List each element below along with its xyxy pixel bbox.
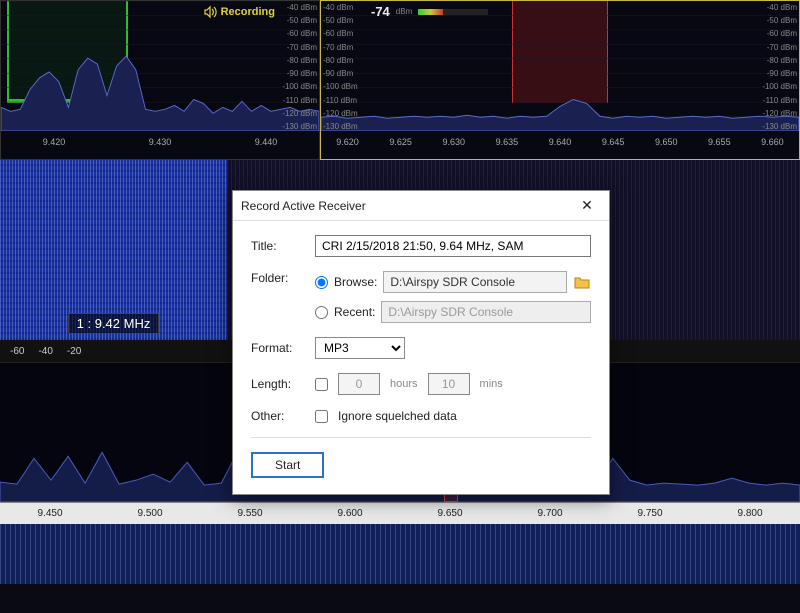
- db-scale-right: -40 dBm-50 dBm-60 dBm-70 dBm-80 dBm-90 d…: [759, 3, 797, 131]
- signal-strength-badge: -74 dBm: [371, 4, 488, 19]
- waterfall-left[interactable]: 1 : 9.42 MHz: [0, 160, 227, 340]
- browse-radio[interactable]: [315, 276, 328, 289]
- dbm-unit: dBm: [396, 7, 412, 16]
- spectrum-panel-left: -40 dBm-50 dBm-60 dBm-70 dBm-80 dBm-90 d…: [0, 0, 320, 160]
- divider: [251, 437, 591, 438]
- start-button[interactable]: Start: [251, 452, 324, 478]
- browse-label: Browse:: [334, 275, 377, 289]
- recent-path: D:\Airspy SDR Console: [381, 301, 591, 323]
- folder-icon[interactable]: [573, 273, 591, 291]
- length-label: Length:: [251, 377, 305, 391]
- dbm-value: -74: [371, 4, 390, 19]
- spectrum-right[interactable]: [321, 1, 799, 131]
- speaker-icon: [203, 5, 217, 19]
- dialog-titlebar[interactable]: Record Active Receiver ✕: [233, 191, 609, 221]
- recent-label: Recent:: [334, 305, 375, 319]
- dialog-title: Record Active Receiver: [241, 199, 366, 213]
- hours-input[interactable]: 0: [338, 373, 380, 395]
- close-button[interactable]: ✕: [573, 195, 601, 217]
- folder-label: Folder:: [251, 271, 305, 285]
- mins-input[interactable]: 10: [428, 373, 470, 395]
- title-input[interactable]: [315, 235, 591, 257]
- signal-meter: [418, 9, 488, 15]
- format-select[interactable]: MP3: [315, 337, 405, 359]
- recent-radio[interactable]: [315, 306, 328, 319]
- ignore-squelch-checkbox[interactable]: [315, 410, 328, 423]
- other-label: Other:: [251, 409, 305, 423]
- xaxis-right: 9.6209.6259.6309.6359.6409.6459.6509.655…: [321, 137, 799, 155]
- recording-label: Recording: [221, 6, 275, 18]
- length-checkbox[interactable]: [315, 378, 328, 391]
- frequency-label: 1 : 9.42 MHz: [68, 313, 160, 334]
- spectrum-panel-right: -40 dBm-50 dBm-60 dBm-70 dBm-80 dBm-90 d…: [320, 0, 800, 160]
- hours-label: hours: [390, 378, 418, 390]
- waterfall-bottom[interactable]: [0, 524, 800, 584]
- title-label: Title:: [251, 239, 305, 253]
- db-scale-left: -40 dBm-50 dBm-60 dBm-70 dBm-80 dBm-90 d…: [323, 3, 361, 131]
- spectrum-left[interactable]: [1, 1, 319, 131]
- format-label: Format:: [251, 341, 305, 355]
- ignore-squelch-label: Ignore squelched data: [338, 409, 457, 423]
- xaxis-left: 9.4209.4309.440: [1, 137, 319, 155]
- db-scale-right: -40 dBm-50 dBm-60 dBm-70 dBm-80 dBm-90 d…: [279, 3, 317, 131]
- trace-left: [1, 1, 319, 131]
- mins-label: mins: [480, 378, 503, 390]
- trace-right: [321, 1, 799, 131]
- record-dialog: Record Active Receiver ✕ Title: Folder: …: [232, 190, 610, 495]
- browse-path[interactable]: D:\Airspy SDR Console: [383, 271, 567, 293]
- recording-badge: Recording: [203, 5, 275, 19]
- xaxis-bottom: 9.4509.5009.5509.6009.6509.7009.7509.800: [0, 502, 800, 524]
